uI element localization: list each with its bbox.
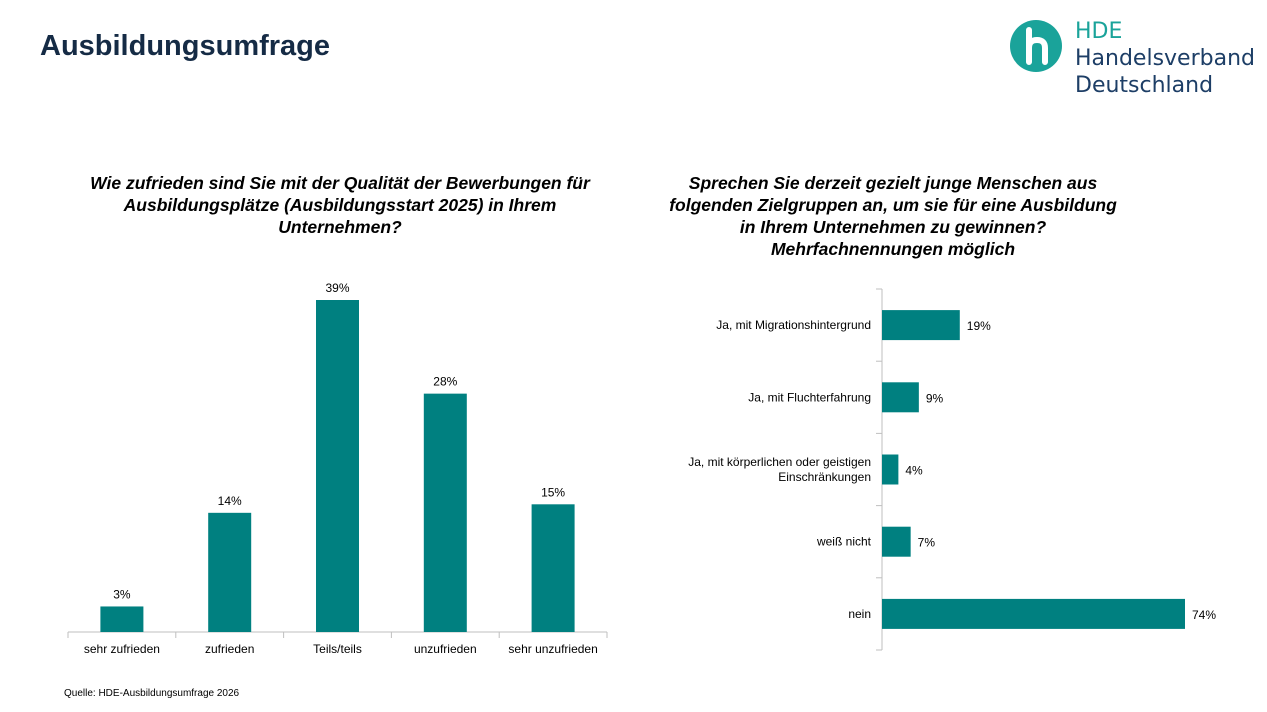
chart1-category-label: sehr unzufrieden xyxy=(508,642,597,656)
chart1-category-label: unzufrieden xyxy=(414,642,477,656)
chart1-bar xyxy=(100,606,144,632)
chart2-category-label: Ja, mit Migrationshintergrund xyxy=(716,318,871,332)
chart2-category-label-line: Ja, mit Fluchterfahrung xyxy=(748,390,871,404)
chart2-data-label: 4% xyxy=(905,464,923,478)
chart1-bar xyxy=(208,512,252,632)
chart2-data-label: 19% xyxy=(967,319,991,333)
chart1-bar xyxy=(423,393,467,632)
logo-line-hde: HDE xyxy=(1075,19,1123,44)
logo-text: HDE Handelsverband Deutschland xyxy=(1075,18,1255,99)
chart1-category-label: Teils/teils xyxy=(313,642,362,656)
chart2-category-label: weiß nicht xyxy=(816,535,872,549)
logo-line-deutschland: Deutschland xyxy=(1075,73,1214,98)
logo-line-handelsverband: Handelsverband xyxy=(1075,46,1255,71)
hde-h-icon xyxy=(1010,20,1062,72)
page-title: Ausbildungsumfrage xyxy=(40,30,331,62)
chart2-bar xyxy=(882,598,1185,629)
chart1-title: Wie zufrieden sind Sie mit der Qualität … xyxy=(90,173,590,237)
chart2-category-label: Ja, mit Fluchterfahrung xyxy=(748,390,871,404)
chart1-data-label: 28% xyxy=(433,375,457,389)
chart2-bar xyxy=(882,382,919,413)
source-note: Quelle: HDE-Ausbildungsumfrage 2026 xyxy=(64,688,240,699)
chart2-bar xyxy=(882,310,960,341)
chart1-data-label: 14% xyxy=(218,494,242,508)
chart2-bar xyxy=(882,454,899,485)
chart2-bar xyxy=(882,526,911,557)
chart2-category-label: nein xyxy=(848,607,871,621)
chart2-category-label-line: Ja, mit Migrationshintergrund xyxy=(716,318,871,332)
chart1-data-label: 15% xyxy=(541,485,565,499)
chart2-category-label-line: weiß nicht xyxy=(816,535,872,549)
chart2-category-label: Ja, mit körperlichen oder geistigen Einsc… xyxy=(688,455,871,484)
chart2-data-label: 74% xyxy=(1192,608,1216,622)
chart2-category-label-line: Ja, mit körperlichen oder geistigen xyxy=(688,455,871,469)
chart2-data-label: 9% xyxy=(926,391,944,405)
chart1-data-label: 3% xyxy=(113,587,131,601)
chart1-data-label: 39% xyxy=(325,281,349,295)
chart1-bar xyxy=(531,504,575,632)
chart1-category-label: sehr zufrieden xyxy=(84,642,160,656)
chart1-category-label: zufrieden xyxy=(205,642,254,656)
chart2-category-label-line: nein xyxy=(848,607,871,621)
chart2-data-label: 7% xyxy=(918,536,936,550)
chart2-category-label-line: Einschränkungen xyxy=(778,470,871,484)
chart1-bar xyxy=(316,300,359,632)
chart2-title: Sprechen Sie derzeit gezielt junge Mensc… xyxy=(669,173,1117,259)
hde-logo: HDE Handelsverband Deutschland xyxy=(1008,16,1258,106)
